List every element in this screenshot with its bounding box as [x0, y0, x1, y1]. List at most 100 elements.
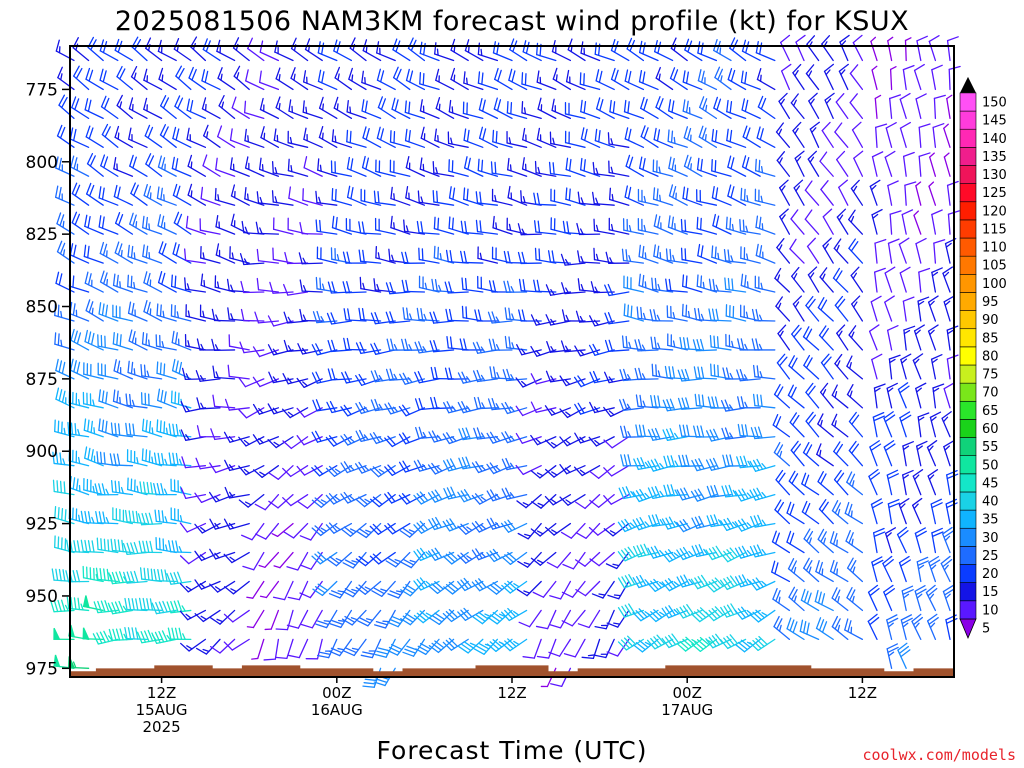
barb-full-flag	[156, 361, 159, 374]
barb-half-flag	[480, 432, 486, 439]
barb-full-flag	[515, 464, 524, 476]
barb-full-flag	[140, 631, 147, 643]
barb-full-flag	[161, 452, 165, 466]
barb-full-flag	[215, 243, 220, 256]
barb-full-flag	[373, 587, 385, 595]
barb-half-flag	[185, 434, 190, 441]
wind-barb	[607, 132, 630, 148]
barb-half-flag	[151, 456, 154, 464]
barb-half-flag	[391, 254, 395, 262]
wind-barb	[170, 274, 192, 293]
barb-full-flag	[713, 335, 716, 349]
barb-half-flag	[133, 252, 136, 260]
barb-full-flag	[326, 312, 333, 325]
barb-full-flag	[416, 493, 426, 503]
barb-full-flag	[133, 570, 139, 583]
wind-barb	[579, 72, 601, 91]
barb-half-flag	[551, 471, 558, 476]
barb-full-flag	[503, 280, 508, 293]
barb-half-flag	[479, 252, 483, 260]
wind-barb	[580, 99, 601, 120]
barb-full-flag	[405, 186, 409, 199]
wind-barb	[315, 219, 338, 235]
barb-staff	[228, 345, 250, 351]
barb-full-flag	[384, 437, 393, 448]
barb-half-flag	[179, 515, 183, 523]
barb-full-flag	[91, 540, 95, 553]
barb-full-flag	[143, 68, 148, 81]
barb-full-flag	[507, 250, 511, 264]
barb-full-flag	[665, 248, 669, 261]
barb-full-flag	[111, 571, 117, 584]
barb-full-flag	[92, 633, 99, 645]
wind-barb	[515, 464, 542, 476]
barb-full-flag	[105, 304, 109, 318]
barb-full-flag	[239, 253, 245, 266]
barb-full-flag	[350, 186, 354, 200]
barb-full-flag	[57, 304, 60, 318]
barb-full-flag	[463, 250, 468, 264]
barb-half-flag	[321, 132, 324, 140]
barb-half-flag	[467, 45, 470, 54]
barb-full-flag	[103, 452, 106, 465]
barb-full-flag	[224, 398, 230, 411]
barb-full-flag	[117, 539, 121, 552]
wind-barb	[325, 493, 353, 505]
wind-barb	[328, 638, 353, 657]
wind-barb	[610, 67, 630, 91]
barb-full-flag	[507, 638, 517, 648]
barb-half-flag	[92, 485, 95, 494]
barb-full-flag	[474, 493, 484, 504]
wind-barb	[143, 68, 163, 91]
wind-barb	[80, 539, 104, 554]
barb-half-flag	[202, 648, 210, 653]
wind-barb	[472, 369, 499, 383]
wind-barb	[565, 187, 586, 206]
wind-barb	[172, 183, 192, 206]
barb-full-flag	[419, 642, 432, 650]
wind-barb	[491, 188, 513, 206]
barb-full-flag	[593, 247, 596, 261]
barb-full-flag	[444, 367, 449, 380]
barb-half-flag	[550, 289, 555, 296]
barb-full-flag	[376, 41, 380, 54]
wind-barb	[405, 68, 426, 91]
barb-full-flag	[177, 67, 185, 80]
barb-full-flag	[135, 627, 139, 640]
barb-half-flag	[77, 428, 81, 437]
wind-barb	[551, 98, 572, 120]
barb-full-flag	[100, 538, 103, 551]
wind-barb	[444, 281, 469, 294]
barb-full-flag	[577, 402, 585, 414]
barb-half-flag	[425, 612, 433, 617]
barb-full-flag	[489, 614, 501, 623]
barb-full-flag	[187, 154, 193, 167]
barb-staff	[276, 522, 294, 538]
barb-full-flag	[507, 185, 511, 199]
barb-full-flag	[171, 156, 175, 170]
barb-full-flag	[158, 241, 164, 254]
barb-full-flag	[623, 454, 628, 467]
barb-staff	[288, 197, 309, 206]
barb-full-flag	[391, 97, 396, 110]
barb-full-flag	[180, 642, 190, 652]
barb-half-flag	[60, 339, 63, 347]
barb-full-flag	[296, 435, 305, 446]
barb-full-flag	[434, 612, 446, 620]
barb-full-flag	[460, 609, 470, 620]
barb-full-flag	[55, 156, 59, 169]
barb-full-flag	[545, 526, 555, 536]
barb-full-flag	[387, 435, 397, 446]
barb-full-flag	[606, 622, 619, 628]
barb-full-flag	[145, 153, 152, 165]
barb-full-flag	[431, 430, 439, 442]
barb-full-flag	[226, 278, 230, 292]
barb-full-flag	[311, 431, 319, 443]
barb-full-flag	[446, 459, 453, 471]
barb-full-flag	[501, 402, 509, 415]
barb-full-flag	[55, 452, 59, 465]
barb-full-flag	[56, 480, 59, 493]
wind-barb	[450, 38, 469, 62]
wind-barb	[288, 99, 309, 120]
